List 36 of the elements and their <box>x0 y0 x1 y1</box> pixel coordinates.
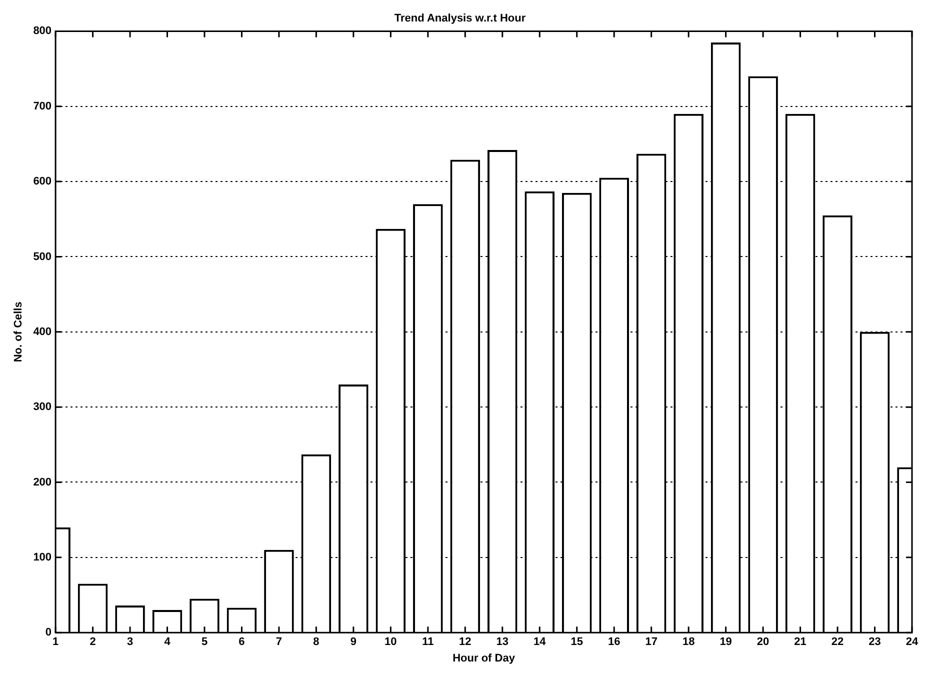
x-tick-label: 8 <box>313 636 320 648</box>
y-tick-label: 0 <box>45 626 52 639</box>
x-tick-label: 1 <box>52 636 59 648</box>
x-tick-label: 3 <box>126 636 134 648</box>
x-tick-label: 4 <box>164 636 172 648</box>
x-tick-label: 21 <box>794 636 806 648</box>
chart-title: Trend Analysis w.r.t Hour <box>394 12 526 25</box>
y-tick-label: 700 <box>33 100 52 112</box>
x-tick-label: 24 <box>906 636 919 648</box>
x-tick-label: 16 <box>608 636 620 648</box>
y-tick-label: 600 <box>33 176 52 188</box>
x-tick-label: 23 <box>868 636 881 648</box>
y-tick-label: 100 <box>33 551 52 564</box>
x-tick-label: 20 <box>756 636 770 648</box>
y-tick-label: 400 <box>33 326 52 338</box>
y-tick-label: 800 <box>33 25 52 38</box>
x-tick-label: 6 <box>238 636 245 648</box>
x-tick-label: 22 <box>831 636 844 648</box>
y-tick-label: 500 <box>33 250 52 263</box>
y-tick-label: 200 <box>33 476 52 488</box>
x-tick-label: 13 <box>496 636 509 648</box>
x-tick-label: 12 <box>459 636 472 648</box>
x-tick-label: 17 <box>645 636 658 648</box>
x-tick-label: 15 <box>570 636 583 648</box>
x-tick-label: 11 <box>422 636 434 648</box>
x-tick-label: 2 <box>90 636 96 648</box>
x-tick-label: 5 <box>201 636 208 648</box>
y-tick-label: 300 <box>33 401 52 414</box>
x-tick-label: 10 <box>384 636 397 648</box>
x-axis-title: Hour of Day <box>452 652 516 664</box>
x-tick-label: 19 <box>720 636 732 648</box>
x-tick-label: 18 <box>682 636 695 648</box>
x-tick-label: 7 <box>276 636 282 648</box>
x-tick-label: 9 <box>350 636 357 648</box>
y-axis-title: No. of Cells <box>12 302 25 362</box>
x-tick-label: 14 <box>534 636 547 648</box>
